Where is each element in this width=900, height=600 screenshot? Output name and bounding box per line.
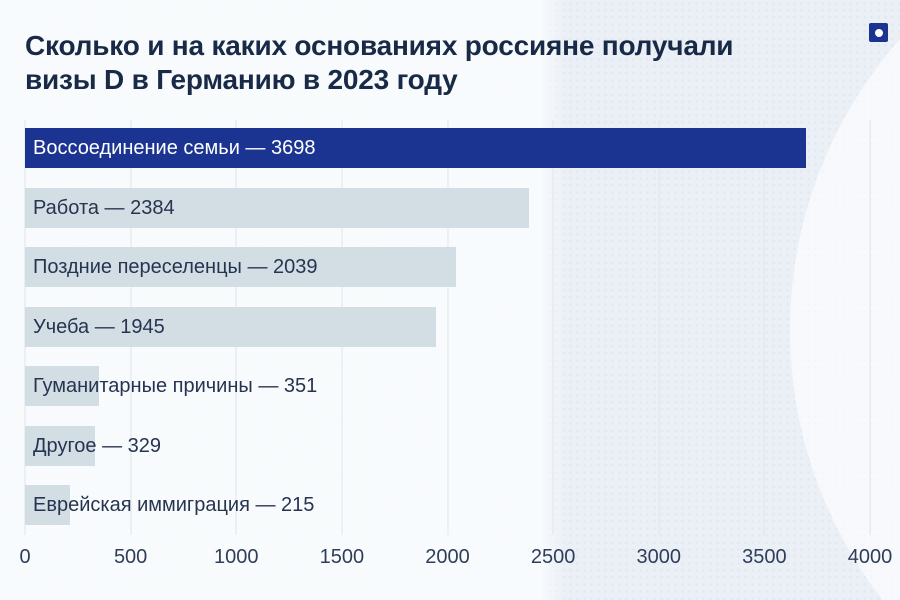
bar-label: Еврейская иммиграция — 215 <box>33 494 315 516</box>
bar-row: Другое — 329 <box>25 425 870 466</box>
bar <box>25 425 95 466</box>
x-axis-tick-label: 3500 <box>742 546 787 568</box>
x-axis-tick-label: 4000 <box>847 546 893 568</box>
chart-title: Сколько и на каких основаниях россияне п… <box>25 29 825 97</box>
bar <box>25 247 456 287</box>
bars-layer: Воссоединение семьи — 3698 Работа — 2384 П… <box>25 128 870 525</box>
publisher-logo-icon <box>869 23 888 42</box>
bar-row: Гуманитарные причины — 351 <box>25 366 870 406</box>
plot-area: Воссоединение семьи — 3698 Работа — 2384 П… <box>24 120 871 535</box>
x-axis-tick-label: 2500 <box>530 546 576 568</box>
x-axis: 0 500 1000 1500 2000 2500 3000 3500 4000 <box>19 546 892 572</box>
gridline <box>763 120 765 535</box>
chart-title-line-1: Сколько и на каких основаниях россияне п… <box>25 29 734 61</box>
bar <box>25 187 529 228</box>
x-axis-tick-label: 1000 <box>214 546 259 568</box>
bar <box>25 128 807 168</box>
bar-row: Поздние переселенцы — 2039 <box>25 247 870 287</box>
bar-label: Гуманитарные причины — 351 <box>33 375 318 397</box>
gridline <box>552 120 554 535</box>
x-axis-tick-label: 1500 <box>319 546 365 568</box>
bar-row: Работа — 2384 <box>25 187 870 228</box>
gridline <box>658 120 660 535</box>
x-axis-tick-label: 500 <box>113 546 148 568</box>
bar-label: Учеба — 1945 <box>33 315 165 338</box>
bar-label: Работа — 2384 <box>33 196 175 219</box>
bar-row: Воссоединение семьи — 3698 <box>25 128 870 168</box>
bar <box>25 485 71 525</box>
chart-title-line-2: визы D в Германию в 2023 году <box>25 63 458 95</box>
bar-label: Воссоединение семьи — 3698 <box>33 137 316 159</box>
gridline <box>869 120 871 535</box>
bar-label: Поздние переселенцы — 2039 <box>33 256 318 278</box>
bar <box>25 306 436 347</box>
bar-row: Учеба — 1945 <box>25 306 870 347</box>
x-axis-tick-label: 3000 <box>636 546 682 568</box>
bar-row: Еврейская иммиграция — 215 <box>25 485 870 525</box>
x-axis-tick-label: 2000 <box>425 546 470 568</box>
gridline <box>447 120 448 535</box>
x-axis-tick-label: 0 <box>19 546 31 568</box>
bar-label: Другое — 329 <box>33 434 162 457</box>
bar <box>25 366 100 406</box>
